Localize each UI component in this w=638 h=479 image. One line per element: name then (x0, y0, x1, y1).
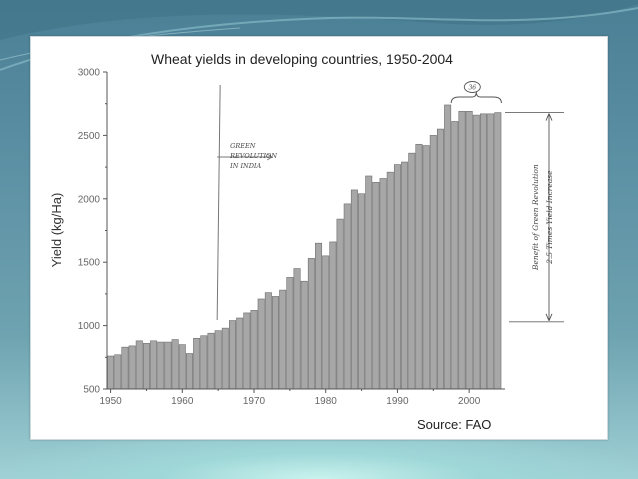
bar (178, 344, 186, 390)
bar (458, 111, 466, 390)
bar (350, 189, 358, 390)
bar (365, 175, 373, 390)
bar (135, 340, 143, 390)
bar (185, 353, 193, 390)
bar (401, 161, 409, 390)
bar (436, 128, 444, 390)
bar (329, 241, 337, 390)
y-tick-label: 1000 (78, 321, 101, 332)
bracket-label: 36 (468, 85, 476, 92)
bar (300, 280, 308, 390)
double-arrow-icon (545, 113, 553, 321)
bar (465, 111, 473, 390)
bar (272, 296, 280, 390)
bar (286, 277, 294, 390)
x-tick-label: 1960 (171, 396, 194, 407)
y-tick-label: 2500 (78, 131, 101, 142)
bar (279, 289, 287, 390)
bar (207, 332, 215, 390)
bar (444, 104, 452, 390)
green-revolution-line (216, 84, 221, 321)
bar (422, 145, 430, 390)
bar (372, 182, 380, 390)
annotations: GREEN REVOLUTION IN INDIA 36 Benefit of Gree… (216, 81, 564, 323)
bar (429, 135, 437, 390)
y-tick-label: 3000 (78, 68, 101, 79)
bar (257, 298, 265, 390)
bar (171, 339, 179, 390)
year-range-bracket (450, 91, 502, 104)
bar (121, 346, 129, 390)
bar (487, 113, 495, 390)
green-revolution-label: REVOLUTION (229, 152, 277, 160)
x-tick-label: 2000 (458, 396, 481, 407)
wheat-yield-chart: Wheat yields in developing countries, 19… (49, 51, 564, 432)
bar (221, 327, 229, 390)
x-tick-label: 1990 (386, 396, 409, 407)
bar (343, 203, 351, 390)
bar (214, 330, 222, 390)
bar (142, 343, 150, 390)
bar (107, 355, 115, 390)
bar (264, 292, 272, 390)
y-axis-label: Yield (kg/Ha) (49, 193, 64, 268)
bar (358, 193, 366, 390)
green-revolution-label: GREEN (230, 142, 256, 150)
bar (164, 341, 172, 390)
green-revolution-label: IN INDIA (229, 162, 261, 170)
benefit-label: Benefit of Green Revolution (531, 164, 540, 271)
benefit-label: 2.5 Times Yield Increase (545, 170, 554, 265)
bar (114, 354, 122, 390)
arrow-head-icon (266, 153, 273, 161)
y-tick-label: 500 (83, 385, 100, 396)
bar (250, 310, 258, 390)
bar (408, 152, 416, 390)
source-label: Source: FAO (417, 417, 491, 432)
bar (128, 345, 136, 390)
bar (315, 242, 323, 390)
x-tick-label: 1970 (243, 396, 266, 407)
bar (494, 112, 502, 390)
bar (379, 178, 387, 390)
bar (451, 121, 459, 390)
bar (243, 312, 251, 390)
chart-title: Wheat yields in developing countries, 19… (151, 51, 453, 67)
axes: 500 1000 1500 2000 2500 3000 1950 1960 1970 1980 1… (78, 68, 505, 407)
bar (229, 320, 236, 390)
bar (393, 164, 401, 390)
bar (157, 341, 165, 390)
bar (200, 335, 208, 390)
bar-series (107, 104, 502, 390)
x-tick-label: 1980 (315, 396, 338, 407)
bar (322, 255, 330, 390)
y-tick-label: 2000 (78, 194, 101, 205)
chart-panel: Wheat yields in developing countries, 19… (30, 36, 608, 440)
bracket-circle (463, 81, 481, 93)
bar (415, 143, 423, 390)
bar (307, 258, 315, 390)
x-tick-label: 1950 (99, 396, 122, 407)
bar (479, 113, 487, 390)
bar (236, 317, 244, 390)
bar (386, 171, 394, 390)
bar (193, 337, 201, 390)
bar (293, 268, 301, 390)
y-tick-label: 1500 (78, 258, 101, 269)
bar (336, 218, 344, 390)
bar (150, 340, 158, 390)
bar (472, 114, 480, 390)
